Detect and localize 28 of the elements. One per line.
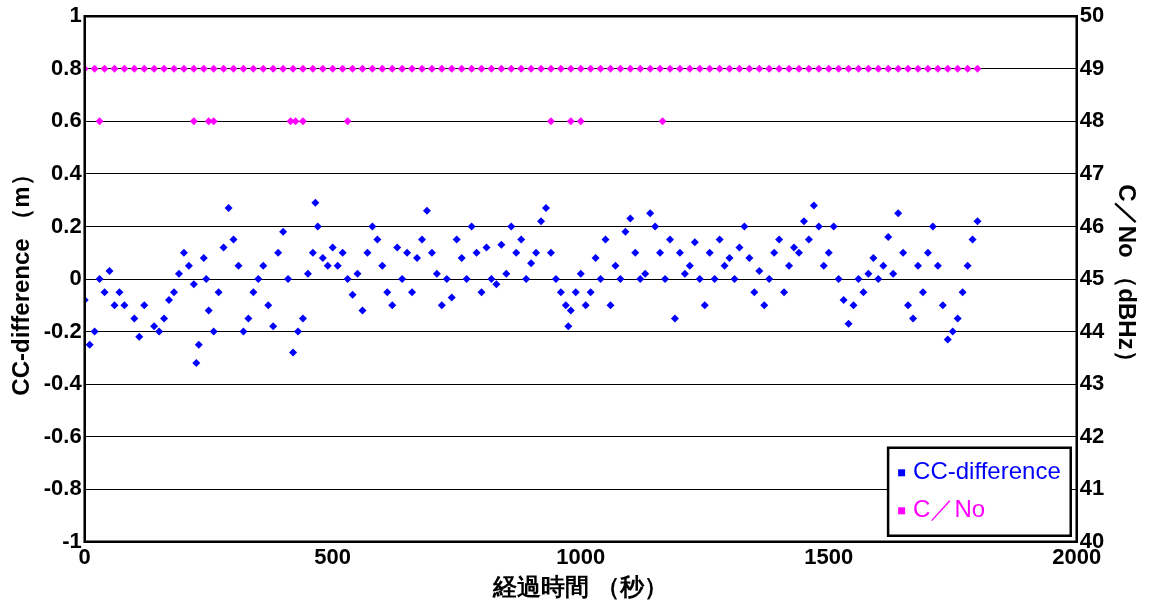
y2-tick-label: 42 (1079, 422, 1105, 448)
y2-axis-title: C／No （dBHz） (1113, 184, 1141, 374)
y-tick-label: 0.2 (51, 212, 82, 238)
legend-label: CC-difference (913, 457, 1061, 485)
x-axis-title: 経過時間 （秒） (492, 573, 669, 601)
y2-tick-label: 44 (1079, 317, 1105, 343)
y-tick-label: -0.2 (43, 317, 82, 343)
y-tick-label: -0.4 (43, 370, 83, 396)
y-tick-label: 0.4 (51, 159, 83, 185)
y-tick-label: 0.6 (51, 107, 82, 133)
y-tick-label: -0.6 (43, 422, 82, 448)
y-tick-label: 0 (69, 265, 82, 291)
y-axis-title: CC-difference （m） (7, 162, 35, 396)
y-tick-label: 0.8 (51, 54, 82, 80)
y2-tick-label: 41 (1079, 475, 1105, 501)
x-tick-label: 1000 (556, 544, 606, 570)
y2-tick-label: 43 (1079, 370, 1105, 396)
y2-tick-label: 46 (1079, 212, 1105, 238)
y2-tick-label: 48 (1079, 107, 1105, 133)
y2-tick-label: 47 (1079, 159, 1105, 185)
y-tick-label: -0.8 (43, 475, 82, 501)
x-tick-label: 500 (314, 544, 352, 570)
y2-tick-label: 50 (1079, 2, 1105, 28)
x-tick-label: 1500 (804, 544, 854, 570)
legend-label: C／No (913, 495, 986, 523)
y2-tick-label: 49 (1079, 54, 1105, 80)
y2-tick-label: 45 (1079, 265, 1105, 291)
y-tick-label: 1 (69, 2, 82, 28)
